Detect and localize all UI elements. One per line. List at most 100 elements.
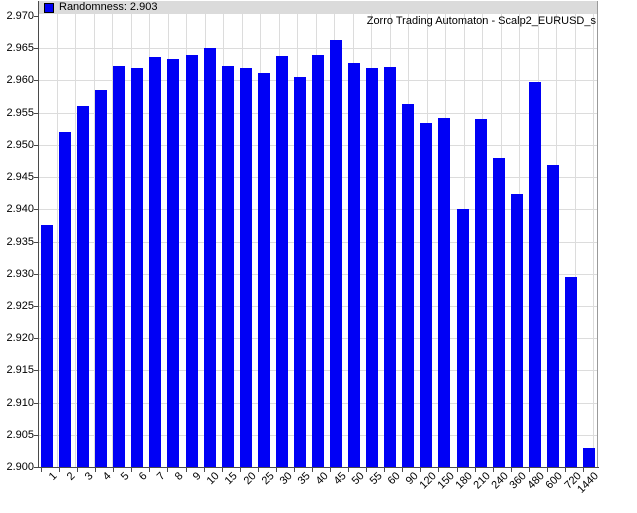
- bar: [149, 57, 162, 467]
- x-axis-tick-label: 120: [417, 470, 439, 492]
- y-axis-tick-label: 2.900: [6, 461, 34, 473]
- x-axis-tick-label: 6: [137, 470, 150, 483]
- plot-border-right: [597, 1, 598, 467]
- y-axis-tick: [34, 48, 38, 50]
- grid-line-vertical: [575, 1, 576, 467]
- y-axis-tick-label: 2.935: [6, 235, 34, 248]
- grid-line-horizontal: [38, 48, 598, 50]
- x-axis-tick-label: 30: [277, 470, 295, 488]
- x-axis-tick: [457, 468, 458, 472]
- x-axis-tick: [475, 468, 476, 472]
- x-axis-tick: [366, 468, 367, 472]
- x-axis-tick: [186, 468, 187, 472]
- y-axis-tick-label: 2.960: [6, 74, 34, 87]
- legend-color-swatch-icon: [44, 2, 54, 13]
- x-axis-tick-label: 35: [295, 470, 313, 488]
- x-axis-tick: [529, 468, 530, 472]
- y-axis-tick: [34, 467, 38, 468]
- x-axis-tick-label: 60: [385, 470, 403, 488]
- grid-line-vertical: [593, 1, 594, 467]
- bar: [95, 90, 108, 467]
- x-axis-tick-label: 1: [46, 470, 60, 483]
- x-axis-tick: [95, 468, 96, 472]
- x-axis-tick-label: 50: [349, 470, 367, 488]
- x-axis-tick: [438, 468, 439, 472]
- x-axis-tick: [312, 468, 313, 472]
- bar: [564, 276, 577, 467]
- y-axis-tick: [34, 241, 38, 243]
- x-axis-tick: [149, 468, 150, 472]
- x-axis-tick: [294, 468, 295, 472]
- bar: [456, 209, 469, 467]
- x-axis-tick-label: 15: [223, 470, 241, 488]
- x-axis-tick: [583, 468, 584, 472]
- y-axis-tick: [34, 434, 38, 436]
- bar: [366, 67, 379, 467]
- y-axis-tick: [34, 305, 38, 307]
- x-axis-tick: [113, 468, 114, 472]
- bar: [293, 77, 306, 467]
- x-axis-line: [38, 467, 599, 468]
- x-axis-tick: [222, 468, 223, 472]
- y-axis-tick: [34, 80, 38, 82]
- bar: [402, 103, 415, 467]
- x-axis-tick: [493, 468, 494, 472]
- x-axis-tick-label: 7: [155, 470, 168, 483]
- x-axis-tick-label: 2: [64, 470, 78, 483]
- x-axis-tick-label: 3: [82, 470, 96, 483]
- y-axis-line: [38, 1, 39, 467]
- grid-line-vertical: [94, 1, 95, 467]
- y-axis-tick: [34, 144, 38, 146]
- y-axis-tick: [34, 273, 38, 275]
- x-axis-tick: [330, 468, 331, 472]
- x-axis-tick-label: 20: [241, 470, 259, 488]
- bar: [77, 106, 90, 467]
- x-axis-tick: [565, 468, 566, 472]
- y-axis-tick-label: 2.920: [6, 332, 34, 345]
- legend-bar: Randomness: 2.903: [39, 1, 597, 14]
- bar: [221, 66, 234, 467]
- bar: [528, 82, 541, 467]
- x-axis-tick: [77, 468, 78, 472]
- y-axis-tick-label: 2.905: [6, 428, 34, 441]
- bar: [257, 73, 270, 467]
- bar: [167, 58, 180, 467]
- x-axis-tick: [240, 468, 241, 472]
- y-axis-tick-label: 2.915: [6, 364, 34, 377]
- y-axis-tick: [34, 209, 38, 211]
- bar: [113, 66, 126, 467]
- x-axis-tick: [420, 468, 421, 472]
- legend-label: Randomness: 2.903: [59, 1, 158, 13]
- y-axis-tick-label: 2.955: [6, 106, 34, 119]
- bar: [275, 55, 288, 467]
- bar: [474, 119, 487, 467]
- x-axis-tick: [348, 468, 349, 472]
- x-axis-tick: [384, 468, 385, 472]
- x-axis-tick-label: 8: [173, 470, 186, 483]
- y-axis-tick: [34, 370, 38, 372]
- bar: [420, 122, 433, 467]
- chart-title: Zorro Trading Automaton - Scalp2_EURUSD_…: [366, 15, 596, 27]
- y-axis-tick: [34, 177, 38, 179]
- bar: [384, 66, 397, 467]
- bar: [348, 63, 361, 467]
- x-axis-tick: [131, 468, 132, 472]
- bar: [41, 225, 54, 467]
- bar: [438, 117, 451, 467]
- x-axis-tick-label: 10: [204, 470, 223, 488]
- x-axis-tick-label: 40: [313, 470, 331, 488]
- x-axis-tick: [41, 468, 42, 472]
- bar: [239, 68, 252, 467]
- grid-line-vertical: [75, 1, 76, 467]
- y-axis-tick-label: 2.925: [6, 299, 34, 312]
- x-axis-tick-label: 600: [543, 470, 566, 492]
- grid-line-vertical: [112, 1, 113, 467]
- y-axis-tick-label: 2.940: [6, 203, 34, 216]
- bar: [510, 193, 523, 467]
- x-axis-tick-label: 9: [191, 470, 205, 483]
- y-axis-tick: [34, 402, 38, 404]
- x-axis-tick-label: 45: [331, 470, 349, 488]
- x-axis-tick: [59, 468, 60, 472]
- bar: [582, 447, 595, 467]
- x-axis-tick: [167, 468, 168, 472]
